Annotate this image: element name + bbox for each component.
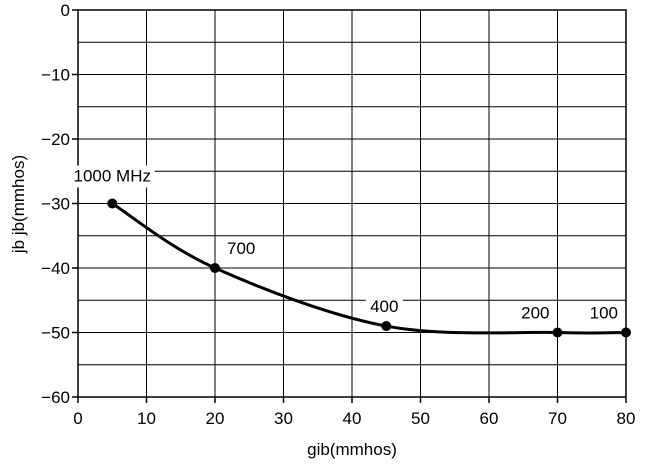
point-label: 200 bbox=[521, 304, 549, 323]
x-tick-label: 10 bbox=[137, 409, 156, 428]
x-tick-label: 50 bbox=[411, 409, 430, 428]
point-label-background bbox=[516, 302, 554, 325]
x-tick-labels: 0 10 20 30 40 50 60 70 80 bbox=[73, 397, 635, 428]
data-point bbox=[552, 327, 563, 338]
point-label-background bbox=[585, 302, 622, 325]
y-axis-label: jb jb(mmhos) bbox=[9, 155, 28, 254]
x-tick-label: 20 bbox=[206, 409, 225, 428]
y-tick-label: −50 bbox=[41, 324, 70, 343]
point-label: 1000 MHz bbox=[74, 167, 151, 186]
x-tick-label: 70 bbox=[548, 409, 567, 428]
point-label: 100 bbox=[590, 304, 618, 323]
y-tick-label: −60 bbox=[41, 388, 70, 407]
data-point bbox=[381, 321, 392, 332]
point-label-background bbox=[69, 165, 155, 188]
data-point bbox=[107, 198, 118, 209]
x-tick-label: 60 bbox=[480, 409, 499, 428]
y-tick-label: −20 bbox=[41, 130, 70, 149]
data-point bbox=[210, 263, 220, 273]
x-axis-label: gib(mmhos) bbox=[307, 440, 397, 459]
y-tick-label: −10 bbox=[41, 66, 70, 85]
y-tick-labels: 0 −10 −20 −30 −40 −50 −60 bbox=[41, 1, 78, 407]
data-points bbox=[107, 198, 631, 338]
point-label: 400 bbox=[370, 297, 398, 316]
x-tick-label: 0 bbox=[73, 409, 82, 428]
point-label: 700 bbox=[227, 239, 255, 258]
point-labels: 1000 MHz 700 400 200 100 bbox=[69, 165, 622, 325]
data-point bbox=[621, 327, 631, 338]
y-tick-label: −30 bbox=[41, 195, 70, 214]
point-label-background bbox=[223, 238, 260, 260]
x-tick-label: 80 bbox=[617, 409, 636, 428]
series-line bbox=[111, 202, 627, 335]
point-label-background bbox=[365, 296, 403, 319]
x-tick-label: 30 bbox=[274, 409, 293, 428]
x-tick-label: 40 bbox=[343, 409, 362, 428]
y-tick-label: −40 bbox=[41, 259, 70, 278]
y-tick-label: 0 bbox=[61, 1, 70, 20]
